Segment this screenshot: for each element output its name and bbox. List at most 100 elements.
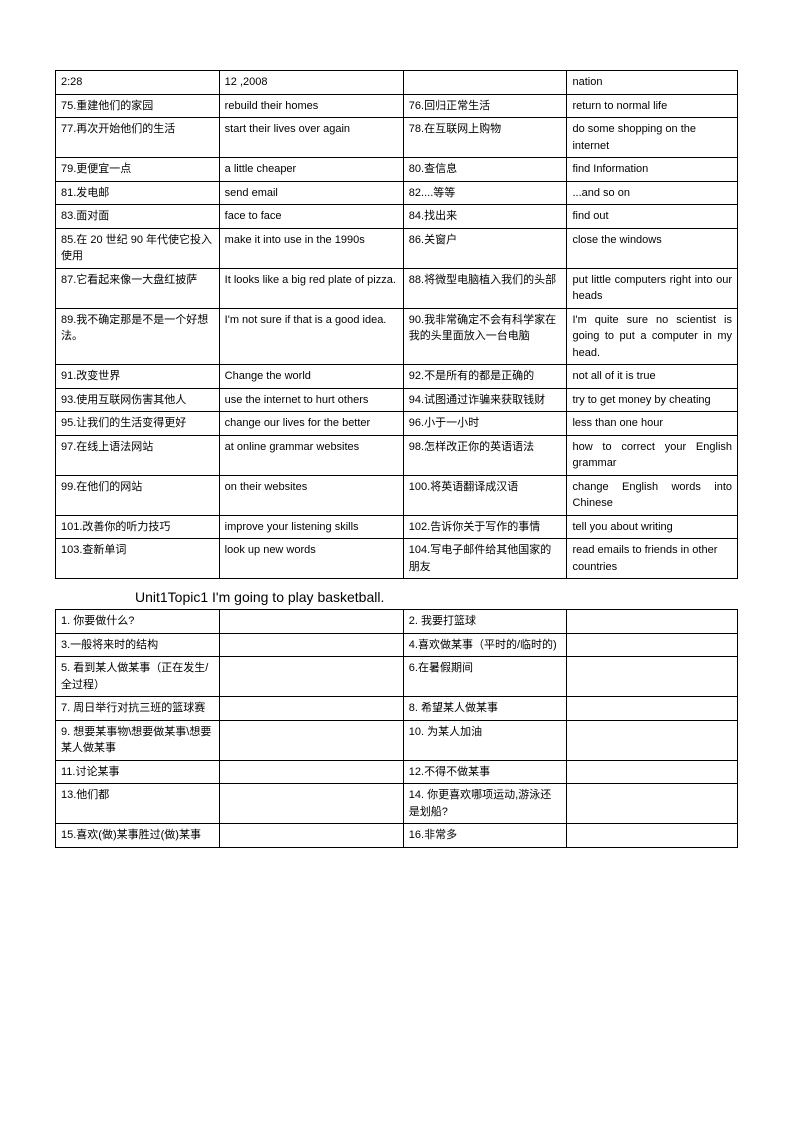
table-row: 2:2812 ,2008 nation	[56, 71, 738, 95]
table-cell: 2:28	[56, 71, 220, 95]
table-row: 5. 看到某人做某事（正在发生/全过程）6.在暑假期间	[56, 657, 738, 697]
table-cell: 99.在他们的网站	[56, 475, 220, 515]
table-row: 81.发电邮send email82....等等...and so on	[56, 181, 738, 205]
table-cell: read emails to friends in other countrie…	[567, 539, 738, 579]
table-cell: 3.一般将来时的结构	[56, 633, 220, 657]
table-cell	[567, 610, 738, 634]
table-cell: send email	[219, 181, 403, 205]
table-row: 101.改善你的听力技巧improve your listening skill…	[56, 515, 738, 539]
table-row: 11.讨论某事 12.不得不做某事	[56, 760, 738, 784]
table-cell: put little computers right into our head…	[567, 268, 738, 308]
table-cell: It looks like a big red plate of pizza.	[219, 268, 403, 308]
table-cell: make it into use in the 1990s	[219, 228, 403, 268]
table-cell: 79.更便宜一点	[56, 158, 220, 182]
table-row: 103.查新单词look up new words104.写电子邮件给其他国家的…	[56, 539, 738, 579]
table-cell	[219, 697, 403, 721]
vocabulary-table-2: 1. 你要做什么? 2. 我要打篮球3.一般将来时的结构4.喜欢做某事（平时的/临…	[55, 609, 738, 848]
table-row: 7. 周日举行对抗三班的篮球赛 8. 希望某人做某事	[56, 697, 738, 721]
table-cell	[567, 784, 738, 824]
table-cell: 6.在暑假期间	[403, 657, 567, 697]
table-cell: 94.试图通过诈骗来获取钱财	[403, 388, 567, 412]
table-cell: 91.改变世界	[56, 365, 220, 389]
table-cell: 13.他们都	[56, 784, 220, 824]
table-row: 89.我不确定那是不是一个好想法。I'm not sure if that is…	[56, 308, 738, 365]
table-cell: find Information	[567, 158, 738, 182]
table-row: 9. 想要某事物\想要做某事\想要某人做某事10. 为某人加油	[56, 720, 738, 760]
table-row: 13.他们都 14. 你更喜欢哪项运动,游泳还是划船?	[56, 784, 738, 824]
table-row: 97.在线上语法网站at online grammar websites98.怎…	[56, 435, 738, 475]
table-cell: 12.不得不做某事	[403, 760, 567, 784]
table-cell: 75.重建他们的家园	[56, 94, 220, 118]
table-cell: face to face	[219, 205, 403, 229]
table-cell: 90.我非常确定不会有科学家在我的头里面放入一台电脑	[403, 308, 567, 365]
table-cell	[567, 720, 738, 760]
table-cell: change our lives for the better	[219, 412, 403, 436]
table-cell	[219, 633, 403, 657]
table-cell: at online grammar websites	[219, 435, 403, 475]
table-cell: return to normal life	[567, 94, 738, 118]
table-cell: 11.讨论某事	[56, 760, 220, 784]
table-cell: 2. 我要打篮球	[403, 610, 567, 634]
table-row: 3.一般将来时的结构4.喜欢做某事（平时的/临时的)	[56, 633, 738, 657]
table-cell: 102.告诉你关于写作的事情	[403, 515, 567, 539]
table-cell	[567, 824, 738, 848]
table-cell	[219, 824, 403, 848]
table-cell: 80.查信息	[403, 158, 567, 182]
table-cell	[567, 657, 738, 697]
table-row: 83.面对面face to face84.找出来find out	[56, 205, 738, 229]
table-cell: 14. 你更喜欢哪项运动,游泳还是划船?	[403, 784, 567, 824]
table-cell: nation	[567, 71, 738, 95]
table-cell: 101.改善你的听力技巧	[56, 515, 220, 539]
table-cell: I'm quite sure no scientist is going to …	[567, 308, 738, 365]
table-cell: 96.小于一小时	[403, 412, 567, 436]
table-row: 91.改变世界Change the world92.不是所有的都是正确的not …	[56, 365, 738, 389]
table-cell: close the windows	[567, 228, 738, 268]
table-cell: ...and so on	[567, 181, 738, 205]
table-cell: less than one hour	[567, 412, 738, 436]
table-cell: 16.非常多	[403, 824, 567, 848]
table-cell: use the internet to hurt others	[219, 388, 403, 412]
table-cell	[219, 657, 403, 697]
table-cell: 85.在 20 世纪 90 年代使它投入使用	[56, 228, 220, 268]
table-cell: 93.使用互联网伤害其他人	[56, 388, 220, 412]
table-cell: change English words into Chinese	[567, 475, 738, 515]
table-cell: 81.发电邮	[56, 181, 220, 205]
table-cell: start their lives over again	[219, 118, 403, 158]
table-cell: 88.将微型电脑植入我们的头部	[403, 268, 567, 308]
table-row: 15.喜欢(做)某事胜过(做)某事 16.非常多	[56, 824, 738, 848]
table-cell	[219, 610, 403, 634]
table-row: 85.在 20 世纪 90 年代使它投入使用make it into use i…	[56, 228, 738, 268]
table-cell: 89.我不确定那是不是一个好想法。	[56, 308, 220, 365]
table-cell: do some shopping on the internet	[567, 118, 738, 158]
table-cell: 10. 为某人加油	[403, 720, 567, 760]
table-cell: 76.回归正常生活	[403, 94, 567, 118]
table-cell	[219, 720, 403, 760]
table-row: 77.再次开始他们的生活start their lives over again…	[56, 118, 738, 158]
table-cell: 87.它看起来像一大盘红披萨	[56, 268, 220, 308]
table-cell	[219, 784, 403, 824]
table-cell: 15.喜欢(做)某事胜过(做)某事	[56, 824, 220, 848]
table-row: 87.它看起来像一大盘红披萨It looks like a big red pl…	[56, 268, 738, 308]
table-cell: 100.将英语翻译成汉语	[403, 475, 567, 515]
table-row: 99.在他们的网站on their websites100.将英语翻译成汉语ch…	[56, 475, 738, 515]
table-cell	[567, 633, 738, 657]
table-cell: 8. 希望某人做某事	[403, 697, 567, 721]
table-cell: 92.不是所有的都是正确的	[403, 365, 567, 389]
table-cell: 83.面对面	[56, 205, 220, 229]
table-cell: 82....等等	[403, 181, 567, 205]
table-cell: 104.写电子邮件给其他国家的朋友	[403, 539, 567, 579]
table-cell: on their websites	[219, 475, 403, 515]
table-cell: improve your listening skills	[219, 515, 403, 539]
table-cell: 12 ,2008	[219, 71, 403, 95]
table-cell: 78.在互联网上购物	[403, 118, 567, 158]
table-cell: try to get money by cheating	[567, 388, 738, 412]
table-cell	[567, 697, 738, 721]
table-cell: 1. 你要做什么?	[56, 610, 220, 634]
table-cell: 103.查新单词	[56, 539, 220, 579]
table-row: 1. 你要做什么? 2. 我要打篮球	[56, 610, 738, 634]
section-heading: Unit1Topic1 I'm going to play basketball…	[55, 579, 738, 609]
table-cell: 98.怎样改正你的英语语法	[403, 435, 567, 475]
table-cell: 7. 周日举行对抗三班的篮球赛	[56, 697, 220, 721]
table-cell: Change the world	[219, 365, 403, 389]
table-cell: 84.找出来	[403, 205, 567, 229]
